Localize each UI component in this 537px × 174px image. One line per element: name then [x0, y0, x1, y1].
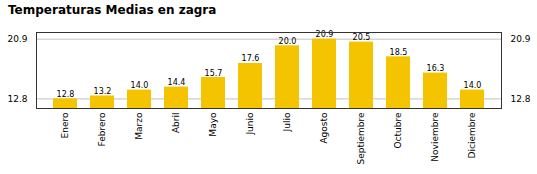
svg-text:Noviembre: Noviembre [430, 112, 440, 162]
svg-text:Septiembre: Septiembre [356, 112, 366, 165]
svg-text:20.9: 20.9 [7, 34, 27, 44]
svg-text:20.0: 20.0 [279, 37, 297, 46]
svg-text:20.9: 20.9 [316, 30, 334, 39]
svg-text:14.0: 14.0 [131, 81, 149, 90]
svg-text:12.8: 12.8 [511, 94, 531, 104]
svg-text:Enero: Enero [60, 112, 70, 138]
svg-text:Octubre: Octubre [393, 112, 403, 148]
svg-text:Marzo: Marzo [134, 112, 144, 140]
svg-text:Febrero: Febrero [97, 112, 107, 146]
svg-text:20.5: 20.5 [353, 33, 371, 42]
svg-text:17.6: 17.6 [242, 54, 260, 63]
svg-text:12.8: 12.8 [57, 90, 75, 99]
svg-text:Junio: Junio [245, 112, 255, 136]
svg-text:Julio: Julio [282, 112, 292, 132]
svg-text:Agosto: Agosto [319, 112, 329, 144]
svg-text:14.0: 14.0 [464, 81, 482, 90]
svg-text:18.5: 18.5 [390, 48, 408, 57]
html-text:Temperaturas Medias en zagra: Temperaturas Medias en zagra [8, 3, 217, 17]
svg-text:Diciembre: Diciembre [467, 112, 477, 158]
svg-text:16.3: 16.3 [427, 64, 445, 73]
svg-text:Abril: Abril [171, 113, 181, 134]
svg-text:15.7: 15.7 [205, 69, 223, 78]
svg-text:14.4: 14.4 [168, 78, 186, 87]
svg-text:Mayo: Mayo [208, 112, 218, 137]
svg-text:12.8: 12.8 [7, 94, 27, 104]
svg-text:13.2: 13.2 [94, 87, 112, 96]
svg-text:20.9: 20.9 [511, 34, 531, 44]
